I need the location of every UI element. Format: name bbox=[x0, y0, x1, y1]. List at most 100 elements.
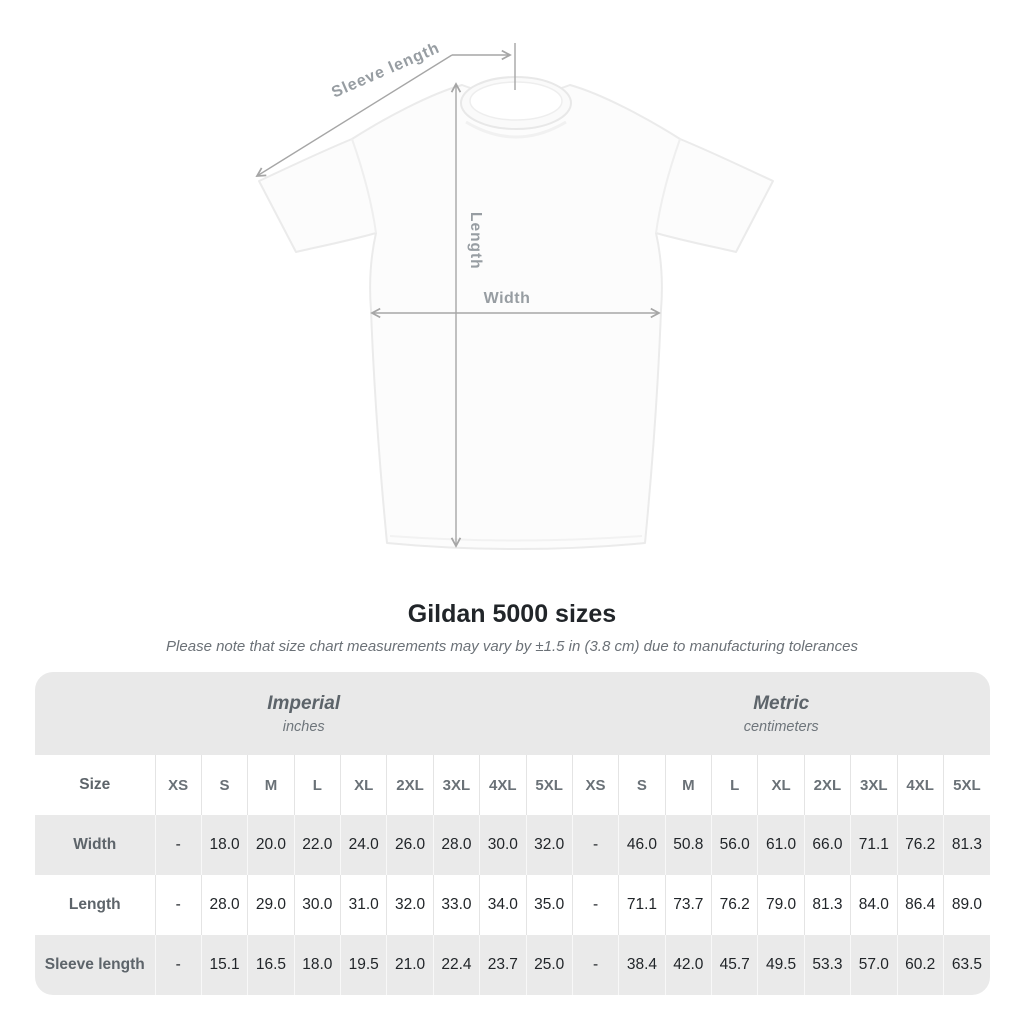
table-row: Length -28.0 29.0 30.0 31.0 32.0 33.0 34.0 35.0-… bbox=[35, 875, 990, 935]
size-value-cell: 34.0 bbox=[479, 875, 526, 935]
size-chart-card: Imperial inches Metric centimeters Size XS S M L… bbox=[35, 672, 990, 995]
unit-group-header: Metric centimeters bbox=[572, 672, 990, 755]
size-value-cell: 76.2 bbox=[896, 815, 944, 875]
size-value-cell: 89.0 bbox=[942, 875, 990, 935]
hem-stitch bbox=[389, 535, 643, 542]
size-value-cell: - bbox=[571, 935, 619, 995]
size-header: 4XL bbox=[479, 755, 526, 815]
size-header: L bbox=[710, 755, 758, 815]
size-header: XS bbox=[154, 755, 202, 815]
left-sleeve-seam bbox=[351, 138, 377, 234]
size-value-cell: 23.7 bbox=[479, 935, 526, 995]
size-value-cell: 81.3 bbox=[803, 875, 851, 935]
size-chart-table: Imperial inches Metric centimeters Size XS S M L… bbox=[35, 672, 990, 995]
page-title: Gildan 5000 sizes bbox=[407, 600, 617, 628]
unit-group-row: Imperial inches Metric centimeters bbox=[35, 672, 990, 755]
size-value-cell: 53.3 bbox=[803, 935, 851, 995]
size-value-cell: - bbox=[154, 875, 202, 935]
size-value-cell: 50.8 bbox=[664, 815, 712, 875]
size-column-header: Size bbox=[79, 776, 111, 793]
size-value-cell: - bbox=[154, 815, 202, 875]
size-header: 4XL bbox=[896, 755, 944, 815]
size-value-cell: 60.2 bbox=[896, 935, 944, 995]
unit-group-label: Imperial bbox=[267, 692, 341, 714]
size-value-cell: 56.0 bbox=[710, 815, 758, 875]
size-header: XL bbox=[757, 755, 805, 815]
unit-group-sublabel: centimeters bbox=[743, 718, 819, 735]
size-header: L bbox=[293, 755, 341, 815]
size-value-cell: 19.5 bbox=[339, 935, 387, 995]
sleeve-length-arrow bbox=[255, 54, 453, 177]
size-value-cell: 79.0 bbox=[757, 875, 805, 935]
size-value-cell: 38.4 bbox=[618, 935, 666, 995]
size-value-cell: 42.0 bbox=[664, 935, 712, 995]
size-value-cell: 66.0 bbox=[803, 815, 851, 875]
collar-inner bbox=[469, 81, 563, 121]
size-value-cell: 76.2 bbox=[710, 875, 758, 935]
size-value-cell: 71.1 bbox=[618, 875, 666, 935]
size-header-row: Size XS S M L XL 2XL 3XL 4XL 5XL XS S M L XL 2XL 3XL 4XL 5… bbox=[35, 755, 990, 815]
size-value-cell: 31.0 bbox=[339, 875, 387, 935]
tshirt-illustration bbox=[255, 43, 774, 550]
size-value-cell: 18.0 bbox=[200, 815, 248, 875]
size-value-cell: 20.0 bbox=[247, 815, 295, 875]
table-row: Sleeve length -15.1 16.5 18.0 19.5 21.0 22.4 23… bbox=[35, 935, 990, 995]
collar-shadow bbox=[465, 120, 567, 139]
unit-group-label: Metric bbox=[753, 692, 810, 714]
size-value-cell: 46.0 bbox=[618, 815, 666, 875]
unit-group-sublabel: inches bbox=[282, 718, 325, 735]
size-value-cell: 86.4 bbox=[896, 875, 944, 935]
size-value-cell: 22.0 bbox=[293, 815, 341, 875]
size-value-cell: 33.0 bbox=[432, 875, 480, 935]
size-header: S bbox=[200, 755, 248, 815]
shirt-outline bbox=[258, 84, 774, 550]
size-value-cell: 73.7 bbox=[664, 875, 712, 935]
row-label: Length bbox=[68, 896, 121, 913]
size-value-cell: 49.5 bbox=[757, 935, 805, 995]
row-label: Sleeve length bbox=[44, 956, 145, 973]
unit-group-header: Imperial inches bbox=[35, 672, 573, 755]
size-header: XL bbox=[339, 755, 387, 815]
size-header: XS bbox=[571, 755, 619, 815]
size-header: S bbox=[618, 755, 666, 815]
table-row: Width -18.0 20.0 22.0 24.0 26.0 28.0 30.0 32.0-4… bbox=[35, 815, 990, 875]
size-value-cell: 21.0 bbox=[386, 935, 434, 995]
size-value-cell: 32.0 bbox=[386, 875, 434, 935]
size-value-cell: 26.0 bbox=[386, 815, 434, 875]
size-header: 3XL bbox=[432, 755, 480, 815]
size-value-cell: 61.0 bbox=[757, 815, 805, 875]
size-header: 2XL bbox=[386, 755, 434, 815]
size-value-cell: 81.3 bbox=[942, 815, 990, 875]
size-value-cell: 29.0 bbox=[247, 875, 295, 935]
tshirt-diagram: Sleeve length Length Width bbox=[255, 40, 774, 550]
size-value-cell: - bbox=[571, 815, 619, 875]
size-value-cell: 28.0 bbox=[200, 875, 248, 935]
size-value-cell: 32.0 bbox=[525, 815, 573, 875]
size-value-cell: 84.0 bbox=[850, 875, 897, 935]
size-value-cell: 25.0 bbox=[525, 935, 573, 995]
size-value-cell: 45.7 bbox=[710, 935, 758, 995]
size-value-cell: 28.0 bbox=[432, 815, 480, 875]
size-value-cell: 30.0 bbox=[293, 875, 341, 935]
size-value-cell: 57.0 bbox=[850, 935, 897, 995]
size-value-cell: - bbox=[571, 875, 619, 935]
size-header: 2XL bbox=[803, 755, 851, 815]
size-value-cell: 18.0 bbox=[293, 935, 341, 995]
size-header: M bbox=[664, 755, 712, 815]
tolerance-note: Please note that size chart measurements… bbox=[166, 638, 858, 655]
row-label: Width bbox=[73, 836, 117, 853]
size-value-cell: 15.1 bbox=[200, 935, 248, 995]
size-value-cell: 22.4 bbox=[432, 935, 480, 995]
size-value-cell: 35.0 bbox=[525, 875, 573, 935]
size-value-cell: 24.0 bbox=[339, 815, 387, 875]
size-value-cell: 63.5 bbox=[942, 935, 990, 995]
size-value-cell: 71.1 bbox=[850, 815, 897, 875]
size-header: 3XL bbox=[850, 755, 897, 815]
size-value-cell: 30.0 bbox=[479, 815, 526, 875]
size-value-cell: 16.5 bbox=[247, 935, 295, 995]
right-sleeve-seam bbox=[655, 138, 681, 234]
size-value-cell: - bbox=[154, 935, 202, 995]
size-header: M bbox=[247, 755, 295, 815]
size-header: 5XL bbox=[525, 755, 573, 815]
